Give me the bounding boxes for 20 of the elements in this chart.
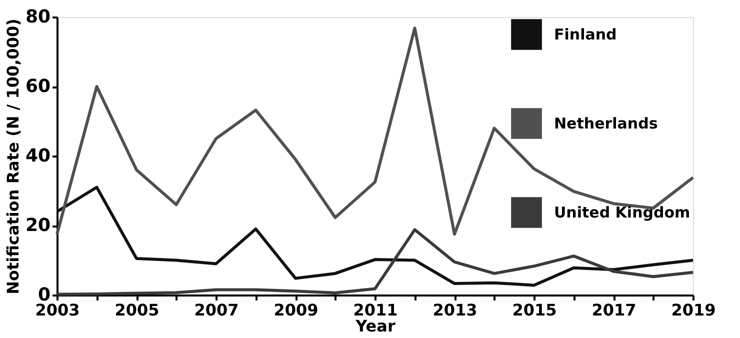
y-tick-label: 60 <box>25 76 50 97</box>
y-tick-label: 80 <box>25 6 50 28</box>
x-axis-title: Year <box>354 316 396 336</box>
x-tick-label: 2005 <box>114 300 160 320</box>
legend-label: Netherlands <box>554 114 658 132</box>
y-tick-label: 40 <box>25 146 50 166</box>
x-tick-label: 2009 <box>274 300 318 320</box>
x-tick-label: 2007 <box>194 300 239 320</box>
line-series <box>56 26 694 236</box>
x-tick-label: 2017 <box>592 300 636 320</box>
legend-label: Finland <box>554 26 617 44</box>
legend-label: United Kingdom <box>554 204 690 222</box>
y-axis-title: Notification Rate (N / 100,000) <box>3 18 22 294</box>
x-tick-label: 2003 <box>35 300 80 320</box>
y-tick-label: 20 <box>25 215 50 236</box>
x-tick-label: 2019 <box>671 300 716 320</box>
x-tick-label: 2015 <box>512 300 557 320</box>
line-series <box>56 186 694 287</box>
x-tick-label: 2011 <box>353 300 398 320</box>
x-tick-label: 2013 <box>432 300 478 320</box>
